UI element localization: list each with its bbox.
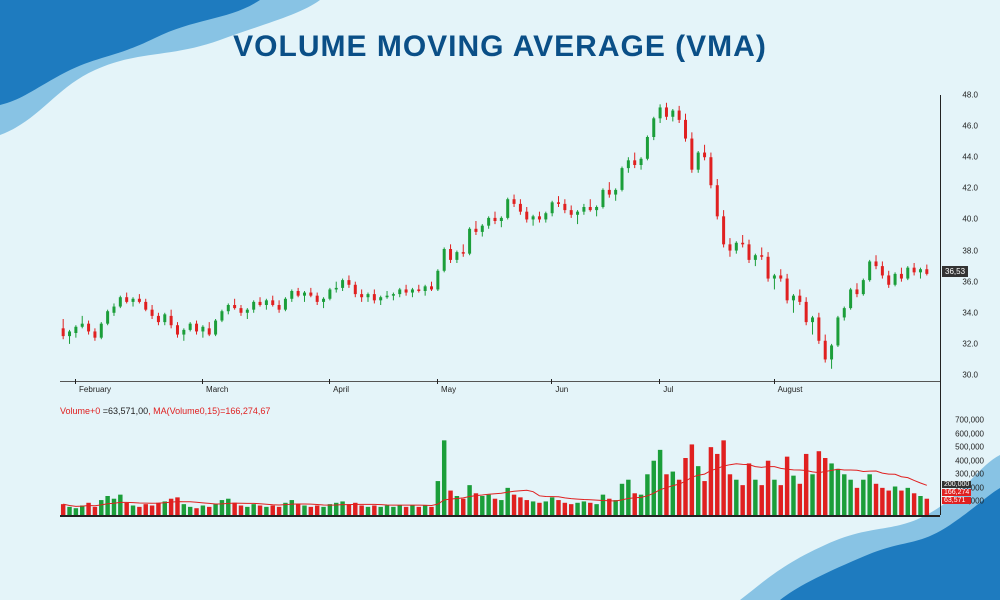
volume-label: Volume+0 <box>60 406 103 416</box>
x-tick-label: May <box>441 385 456 394</box>
x-tick-label: Jun <box>555 385 568 394</box>
price-y-ticks: 30.032.034.036.038.040.042.044.046.048.0 <box>944 95 978 375</box>
price-y-tick: 32.0 <box>962 339 978 348</box>
volume-baseline <box>60 515 940 517</box>
price-y-tick: 36.0 <box>962 277 978 286</box>
volume-y-tick: 500,000 <box>955 443 984 452</box>
price-y-tick: 40.0 <box>962 215 978 224</box>
page-title: VOLUME MOVING AVERAGE (VMA) <box>0 30 1000 64</box>
x-tick-label: February <box>79 385 111 394</box>
volume-y-tick: 600,000 <box>955 429 984 438</box>
x-tick-label: April <box>333 385 349 394</box>
price-y-tick: 30.0 <box>962 371 978 380</box>
volume-y-tick: 700,000 <box>955 416 984 425</box>
x-axis <box>60 381 940 382</box>
volume-badge: 63,571 <box>942 497 971 504</box>
price-y-tick: 42.0 <box>962 184 978 193</box>
price-y-tick: 46.0 <box>962 122 978 131</box>
volume-badge: 166,274 <box>942 489 971 496</box>
price-y-tick: 34.0 <box>962 308 978 317</box>
volume-bar-chart <box>60 420 930 515</box>
x-tick-label: March <box>206 385 228 394</box>
x-axis-ticks: February March April May Jun Jul August <box>60 385 930 397</box>
volume-current-badges: 200,000166,27463,571 <box>942 481 971 505</box>
price-y-tick: 48.0 <box>962 91 978 100</box>
price-y-tick: 38.0 <box>962 246 978 255</box>
current-price-marker: 36,53 <box>942 266 968 277</box>
x-tick-label: August <box>778 385 803 394</box>
x-tick-label: Jul <box>663 385 673 394</box>
price-y-axis <box>940 95 941 515</box>
volume-y-tick: 400,000 <box>955 456 984 465</box>
volume-value: =63,571,00 <box>103 406 148 416</box>
volume-caption: Volume+0 =63,571,00, MA(Volume0,15)=166,… <box>60 406 270 416</box>
volume-ma-label: , MA(Volume0,15)=166,274,67 <box>148 406 270 416</box>
price-candlestick-chart <box>60 95 930 375</box>
volume-y-tick: 300,000 <box>955 470 984 479</box>
price-y-tick: 44.0 <box>962 153 978 162</box>
volume-badge: 200,000 <box>942 481 971 488</box>
